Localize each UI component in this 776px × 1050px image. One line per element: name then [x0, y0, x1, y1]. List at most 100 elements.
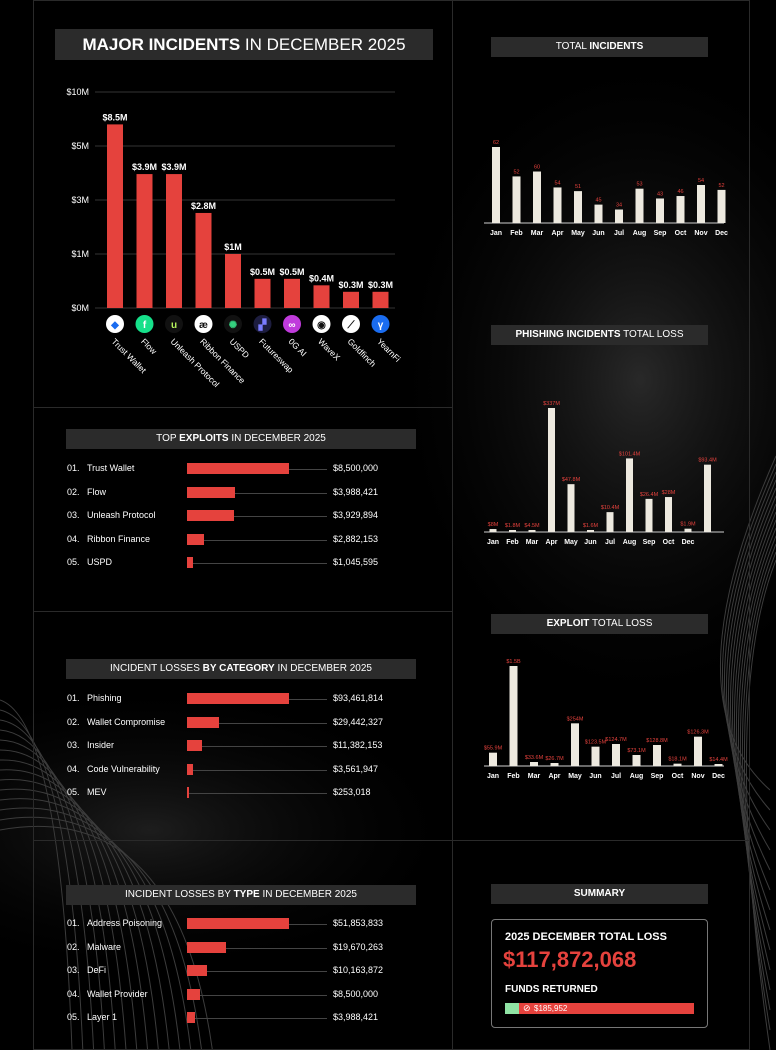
- by-type-title-bold: TYPE: [233, 889, 260, 900]
- exploit-month-label: Aug: [630, 773, 644, 780]
- total_incidents-month-label: Mar: [531, 230, 544, 237]
- total_incidents-value-label: 62: [493, 140, 499, 146]
- major-category-label: 0G AI: [287, 336, 309, 358]
- major-ytick: $10M: [66, 87, 89, 97]
- exploit-month-label: May: [568, 773, 582, 780]
- phishing-month-label: Feb: [506, 539, 518, 546]
- row-track: [187, 539, 327, 541]
- row-bar: [187, 965, 207, 976]
- list-row: 04. Ribbon Finance $2,882,153: [67, 530, 427, 550]
- exploit-bar: [591, 746, 600, 766]
- funds-returned-track: ⊘ $185,952: [505, 1003, 694, 1014]
- summary-total-label: 2025 DECEMBER TOTAL LOSS: [505, 931, 667, 943]
- by-category-title-post: IN DECEMBER 2025: [274, 663, 372, 674]
- yearnfi-icon-glyph: ү: [378, 320, 384, 331]
- exploit-bar: [694, 736, 702, 766]
- major-bar-label: $0.5M: [279, 267, 304, 277]
- list-row: 02. Wallet Compromise $29,442,327: [67, 713, 427, 733]
- exploit-month-label: Jan: [487, 773, 499, 780]
- major-bar-label: $0.4M: [309, 273, 334, 283]
- row-track: [187, 1018, 327, 1019]
- major-bar: [136, 174, 153, 308]
- phishing-bar: [704, 464, 711, 532]
- trust-wallet-icon: [106, 315, 124, 333]
- list-row: 01. Phishing $93,461,814: [67, 689, 427, 709]
- row-track: [187, 971, 327, 972]
- total_incidents-month-label: Oct: [675, 230, 687, 237]
- phishing-bar: [645, 498, 653, 532]
- exploit-month-label: Feb: [507, 773, 519, 780]
- major-bar-label: $1M: [224, 242, 242, 252]
- row-name: DeFi: [87, 965, 107, 975]
- unleash-icon: [165, 315, 183, 333]
- exploit-value-label: $123.5M: [585, 740, 607, 746]
- phishing-bar: [528, 530, 536, 532]
- major-ytick: $3M: [71, 195, 89, 205]
- top-exploits-list: 01. Trust Wallet $8,500,000 02. Flow $3,988,4…: [67, 459, 427, 589]
- 0g-ai-icon: [283, 315, 301, 333]
- major-bar-label: $8.5M: [102, 112, 127, 122]
- row-bar: [187, 1012, 195, 1023]
- phishing-bar: [626, 458, 633, 532]
- by-category-title-pre: INCIDENT LOSSES: [110, 663, 203, 674]
- phishing-value-label: $101.4M: [619, 451, 641, 457]
- row-name: Code Vulnerability: [87, 763, 160, 774]
- exploit-title: EXPLOIT TOTAL LOSS: [491, 614, 708, 634]
- exploit-month-label: Apr: [548, 773, 560, 780]
- summary-returned-label: FUNDS RETURNED: [505, 984, 598, 995]
- major-incidents-chart: $10M$5M$3M$1M$0M$8.5M◆Trust Wallet$3.9Mf…: [66, 87, 402, 389]
- row-name: Wallet Compromise: [87, 716, 166, 727]
- row-bar: [187, 941, 226, 953]
- list-row: 02. Malware $19,670,263: [67, 938, 427, 958]
- total_incidents-bar: [553, 187, 562, 223]
- row-value: $19,670,263: [333, 941, 384, 952]
- phishing-bar: [489, 529, 497, 532]
- uspd-icon-glyph: ✺: [229, 320, 238, 331]
- futureswap-icon: [253, 315, 272, 333]
- phishing-chart: $8M $1.8M $4.5M $337M $47.8M $1.6M $10.4M $101.…: [484, 401, 724, 546]
- phishing-value-label: $8M: [488, 522, 499, 528]
- phishing-month-label: Mar: [526, 539, 539, 546]
- row-bar: [187, 486, 235, 498]
- row-name: MEV: [87, 787, 107, 797]
- phishing-value-label: $1.8M: [505, 523, 521, 529]
- phishing-month-label: Sep: [643, 539, 656, 546]
- exploit-title-bold: EXPLOIT: [546, 618, 590, 629]
- row-bar: [187, 740, 202, 751]
- total_incidents-bar: [574, 191, 582, 223]
- major-bar-label: $3.9M: [161, 162, 186, 172]
- phishing-bar: [606, 512, 614, 532]
- major-bar-label: $2.8M: [191, 201, 216, 211]
- list-row: 01. Trust Wallet $8,500,000: [67, 459, 427, 479]
- yearnfi-icon: [371, 315, 390, 333]
- list-row: 03. Insider $11,382,153: [67, 736, 427, 756]
- phishing-value-label: $1.9M: [680, 522, 696, 528]
- total_incidents-month-label: Sep: [654, 230, 667, 237]
- exploit-bar: [489, 752, 497, 766]
- summary-box: 2025 DECEMBER TOTAL LOSS $117,872,068 FU…: [491, 919, 708, 1028]
- exploit-value-label: $1.5B: [506, 659, 521, 665]
- unleash-icon-glyph: u: [171, 320, 177, 331]
- wavex-icon-glyph: ◉: [317, 320, 326, 331]
- row-index: 01.: [67, 918, 80, 928]
- row-index: 04.: [67, 533, 80, 544]
- summary-title-text: SUMMARY: [573, 888, 626, 899]
- phishing-value-label: $47.8M: [562, 477, 581, 483]
- phishing-month-label: Oct: [663, 539, 675, 546]
- row-value: $51,853,833: [333, 918, 384, 928]
- phishing-title-post: TOTAL LOSS: [620, 329, 684, 340]
- total_incidents-month-label: Jun: [592, 230, 604, 237]
- phishing-value-label: $4.5M: [524, 523, 540, 529]
- exploit-bar: [530, 762, 538, 766]
- phishing-value-label: $337M: [543, 401, 560, 407]
- row-index: 04.: [67, 763, 80, 774]
- row-index: 05.: [67, 1012, 80, 1022]
- row-track: [187, 994, 327, 996]
- exploit-bar: [571, 723, 579, 766]
- major-bar: [254, 278, 271, 308]
- phishing-month-label: Dec: [682, 539, 695, 546]
- row-name: Insider: [87, 740, 115, 750]
- exploit-month-label: Mar: [528, 773, 541, 780]
- top-exploits-title: TOP EXPLOITS IN DECEMBER 2025: [66, 429, 416, 449]
- major-ytick: $1M: [71, 249, 89, 259]
